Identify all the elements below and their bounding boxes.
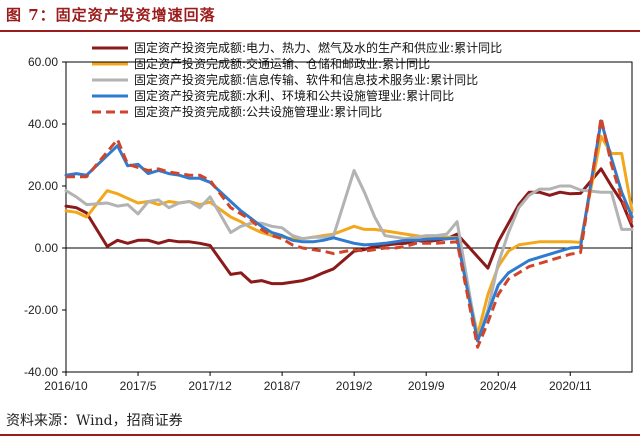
axes: -40.00 -20.00 0.00 20.00 40.00 60.00 2016/10 20… xyxy=(24,55,633,393)
x-tick-label: 2017/5 xyxy=(120,379,157,393)
x-tick-label: 2017/12 xyxy=(188,379,232,393)
y-tick-label: -40.00 xyxy=(24,365,58,379)
legend-label-5: 固定资产投资完成额:公共设施管理业:累计同比 xyxy=(134,104,382,119)
legend-label-4: 固定资产投资完成额:水利、环境和公共设施管理业:累计同比 xyxy=(134,88,454,103)
x-tick-label: 2019/9 xyxy=(408,379,445,393)
legend: 固定资产投资完成额:电力、热力、燃气及水的生产和供应业:累计同比固定资产投资完成… xyxy=(92,40,502,119)
series-line-5 xyxy=(66,116,634,349)
y-tick-label: 60.00 xyxy=(28,55,58,69)
series-line-1 xyxy=(64,167,634,286)
series-line-4 xyxy=(64,119,634,343)
y-tick-label: -20.00 xyxy=(24,303,58,317)
series-line-3 xyxy=(64,169,634,343)
y-tick-label: 20.00 xyxy=(28,179,58,193)
source-note: 资料来源：Wind，招商证券 xyxy=(6,413,183,429)
legend-label-1: 固定资产投资完成额:电力、热力、燃气及水的生产和供应业:累计同比 xyxy=(134,40,502,55)
series-lines xyxy=(64,116,634,349)
y-tick-label: 0.00 xyxy=(35,241,59,255)
x-tick-label: 2018/7 xyxy=(264,379,301,393)
source-rule xyxy=(0,434,640,436)
legend-label-3: 固定资产投资完成额:信息传输、软件和信息技术服务业:累计同比 xyxy=(134,72,478,87)
title-rule xyxy=(0,30,640,32)
x-tick-label: 2020/4 xyxy=(480,379,517,393)
chart-title: 图 7：固定资产投资增速回落 xyxy=(6,6,216,24)
x-tick-label: 2020/11 xyxy=(549,379,592,393)
legend-label-2: 固定资产投资完成额:交通运输、仓储和邮政业:累计同比 xyxy=(134,56,430,71)
x-tick-label: 2016/10 xyxy=(44,379,88,393)
series-line-2 xyxy=(64,134,634,337)
y-tick-label: 40.00 xyxy=(28,117,58,131)
x-tick-label: 2019/2 xyxy=(336,379,373,393)
